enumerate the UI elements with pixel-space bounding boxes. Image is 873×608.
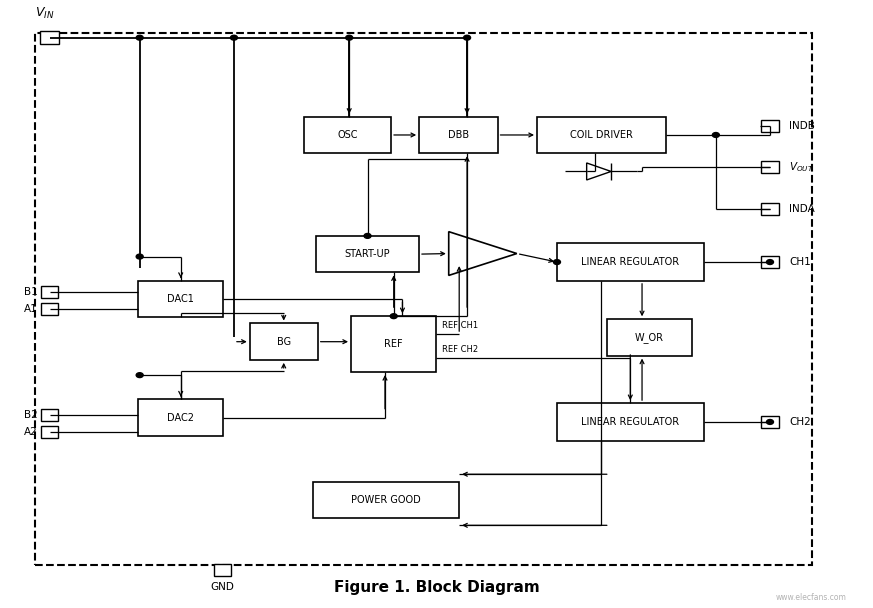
Circle shape	[364, 233, 371, 238]
Text: B2: B2	[24, 410, 38, 420]
Bar	[214, 564, 231, 576]
Text: INDA: INDA	[789, 204, 815, 214]
Bar	[316, 236, 419, 272]
Bar	[250, 323, 318, 360]
Bar	[41, 286, 58, 298]
Circle shape	[230, 35, 237, 40]
Bar	[41, 303, 58, 315]
Bar	[35, 33, 812, 565]
Bar	[557, 403, 704, 441]
Bar	[313, 482, 459, 518]
Text: A2: A2	[24, 427, 38, 437]
Bar	[40, 31, 59, 44]
Bar	[761, 203, 779, 215]
Text: $V_{OUT}$: $V_{OUT}$	[789, 161, 815, 174]
Circle shape	[136, 35, 143, 40]
Circle shape	[136, 373, 143, 378]
Bar	[351, 316, 436, 372]
Text: START-UP: START-UP	[345, 249, 390, 259]
Bar	[537, 117, 666, 153]
Bar	[761, 120, 779, 132]
Bar	[304, 117, 391, 153]
Text: POWER GOOD: POWER GOOD	[351, 495, 421, 505]
Bar	[138, 399, 223, 436]
Text: CH1: CH1	[789, 257, 811, 267]
Text: INDB: INDB	[789, 121, 815, 131]
Text: B1: B1	[24, 287, 38, 297]
Text: REF: REF	[384, 339, 403, 349]
Text: A1: A1	[24, 304, 38, 314]
Text: $V_{IN}$: $V_{IN}$	[35, 6, 54, 21]
Text: DAC2: DAC2	[168, 413, 194, 423]
Text: W_OR: W_OR	[635, 332, 664, 343]
Text: CH2: CH2	[789, 417, 811, 427]
Bar	[138, 281, 223, 317]
Circle shape	[390, 314, 397, 319]
Bar	[41, 426, 58, 438]
Text: Figure 1. Block Diagram: Figure 1. Block Diagram	[333, 579, 540, 595]
Text: GND: GND	[210, 582, 235, 592]
Text: LINEAR REGULATOR: LINEAR REGULATOR	[581, 417, 679, 427]
Text: REF CH2: REF CH2	[442, 345, 478, 354]
Bar	[557, 243, 704, 281]
Bar	[41, 409, 58, 421]
Bar	[419, 117, 498, 153]
Circle shape	[766, 260, 773, 264]
Text: www.elecfans.com: www.elecfans.com	[776, 593, 847, 602]
Text: LINEAR REGULATOR: LINEAR REGULATOR	[581, 257, 679, 267]
Circle shape	[712, 133, 719, 137]
Bar	[761, 161, 779, 173]
Text: BG: BG	[277, 337, 291, 347]
Bar	[761, 256, 779, 268]
Text: DBB: DBB	[448, 130, 469, 140]
Circle shape	[553, 260, 560, 264]
Text: COIL DRIVER: COIL DRIVER	[570, 130, 633, 140]
Text: OSC: OSC	[337, 130, 358, 140]
Circle shape	[464, 35, 471, 40]
Text: DAC1: DAC1	[168, 294, 194, 304]
Text: REF CH1: REF CH1	[442, 321, 478, 330]
Circle shape	[136, 254, 143, 259]
Bar	[607, 319, 692, 356]
Circle shape	[766, 420, 773, 424]
Bar	[761, 416, 779, 428]
Circle shape	[346, 35, 353, 40]
